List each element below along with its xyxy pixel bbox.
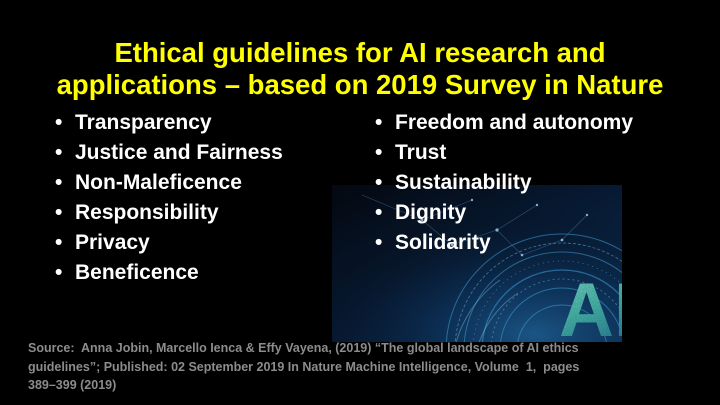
svg-text:AI: AI	[559, 268, 622, 342]
